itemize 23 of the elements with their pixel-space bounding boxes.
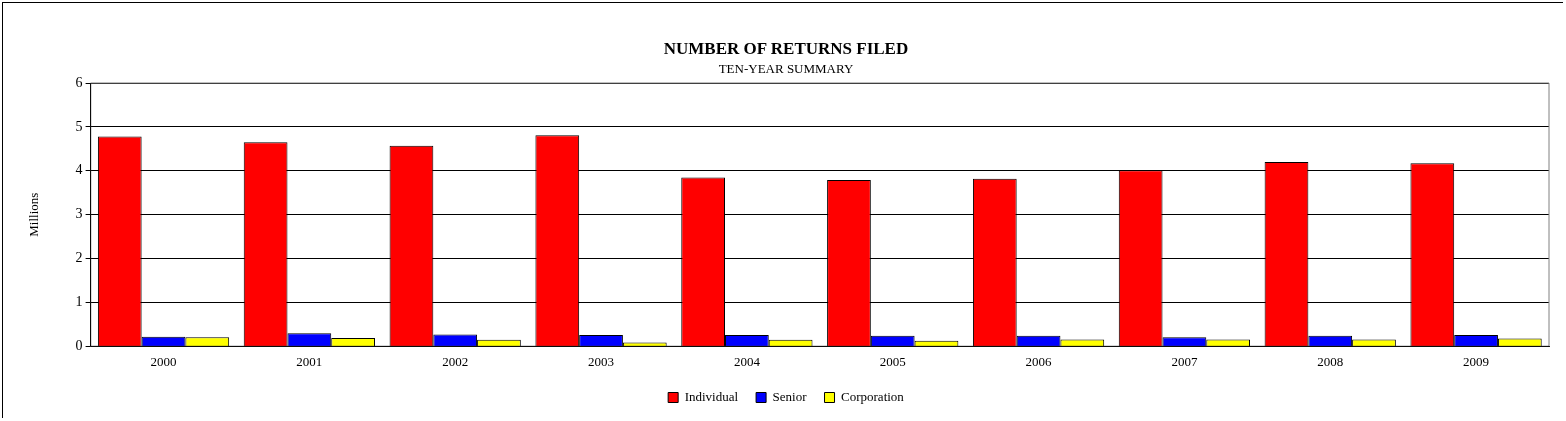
legend-label: Senior bbox=[772, 388, 808, 404]
y-tick-label: 0 bbox=[75, 338, 83, 354]
x-tick-label: 2004 bbox=[733, 353, 761, 369]
y-tick-label: 4 bbox=[75, 162, 83, 178]
legend-label: Corporation bbox=[841, 388, 905, 404]
x-tick-label: 2007 bbox=[1171, 353, 1198, 369]
chart-subtitle: TEN-YEAR SUMMARY bbox=[718, 60, 854, 76]
y-tick-label: 2 bbox=[75, 250, 83, 266]
y-tick-label: 6 bbox=[75, 74, 83, 90]
y-axis-title: Millions bbox=[26, 192, 42, 237]
y-tick-label: 3 bbox=[75, 206, 83, 222]
chart-title: NUMBER OF RETURNS FILED bbox=[663, 38, 909, 58]
x-tick-label: 2006 bbox=[1025, 353, 1053, 369]
legend-label: Individual bbox=[684, 388, 739, 404]
x-tick-label: 2009 bbox=[1463, 353, 1490, 369]
x-tick-label: 2003 bbox=[588, 353, 615, 369]
y-tick-label: 5 bbox=[75, 118, 83, 134]
x-tick-label: 2002 bbox=[442, 353, 469, 369]
x-tick-label: 2008 bbox=[1317, 353, 1344, 369]
y-tick-label: 1 bbox=[75, 294, 83, 310]
x-tick-label: 2005 bbox=[879, 353, 906, 369]
x-tick-label: 2000 bbox=[150, 353, 177, 369]
x-tick-label: 2001 bbox=[296, 353, 323, 369]
